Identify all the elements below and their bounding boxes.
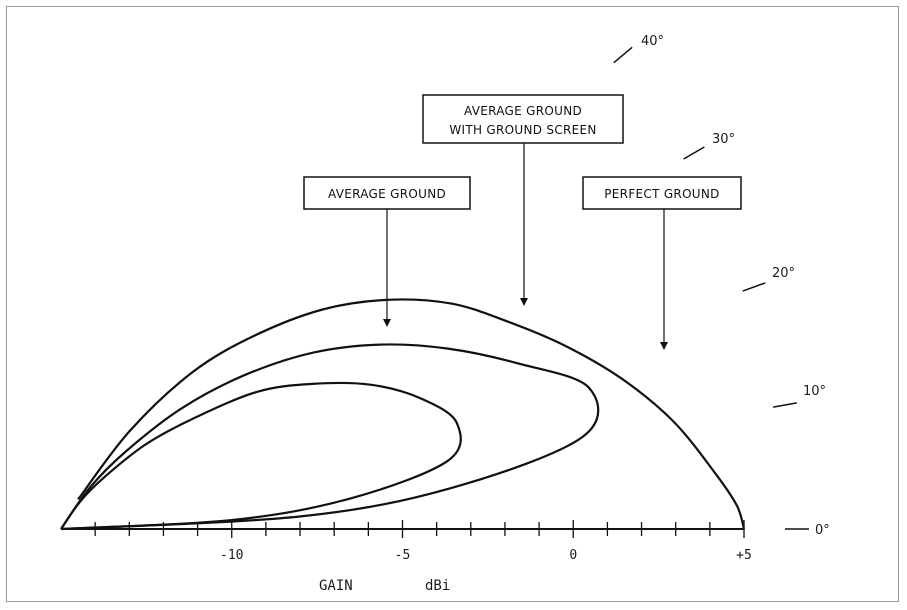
angle-dash bbox=[742, 282, 766, 292]
angle-dash bbox=[683, 146, 705, 160]
x-axis-title: GAIN bbox=[319, 578, 353, 594]
angle-label: 0° bbox=[815, 523, 830, 538]
pattern-curves bbox=[60, 298, 746, 531]
x-tick-label: -5 bbox=[395, 548, 411, 563]
series-line-2 bbox=[60, 381, 462, 531]
x-axis-unit: dBi bbox=[425, 578, 450, 594]
tick-labels: -10 -5 0 +5 bbox=[220, 548, 752, 563]
callout-perfect-ground-label: PERFECT GROUND bbox=[604, 187, 719, 201]
series-line-1 bbox=[60, 343, 600, 531]
series-line-0 bbox=[77, 298, 746, 530]
callout-ground-screen: AVERAGE GROUND WITH GROUND SCREEN bbox=[422, 94, 624, 306]
angle-label: 30° bbox=[712, 132, 735, 147]
callout-average-ground: AVERAGE GROUND bbox=[303, 176, 471, 327]
angle-label: 40° bbox=[641, 34, 664, 49]
callout-perfect-ground: PERFECT GROUND bbox=[582, 176, 742, 350]
x-tick-label: -10 bbox=[220, 548, 243, 563]
x-tick-label: +5 bbox=[736, 548, 752, 563]
elevation-pattern-chart: -10 -5 0 +5 40° 30° 20° 10° 0° AVERAGE GROUND A… bbox=[60, 34, 830, 594]
angle-dash bbox=[613, 46, 633, 64]
tick-marks bbox=[94, 520, 745, 538]
angle-label: 20° bbox=[772, 266, 795, 281]
angle-label: 10° bbox=[803, 384, 826, 399]
callout-average-ground-label: AVERAGE GROUND bbox=[328, 187, 446, 201]
x-tick-label: 0 bbox=[569, 548, 577, 563]
chart-frame: -10 -5 0 +5 40° 30° 20° 10° 0° AVERAGE GROUND A… bbox=[6, 6, 899, 602]
angle-dash bbox=[773, 402, 797, 408]
callout-ground-screen-line1: AVERAGE GROUND bbox=[464, 104, 582, 118]
callout-ground-screen-line2: WITH GROUND SCREEN bbox=[449, 123, 596, 137]
angle-markers: 40° 30° 20° 10° 0° bbox=[613, 34, 830, 538]
